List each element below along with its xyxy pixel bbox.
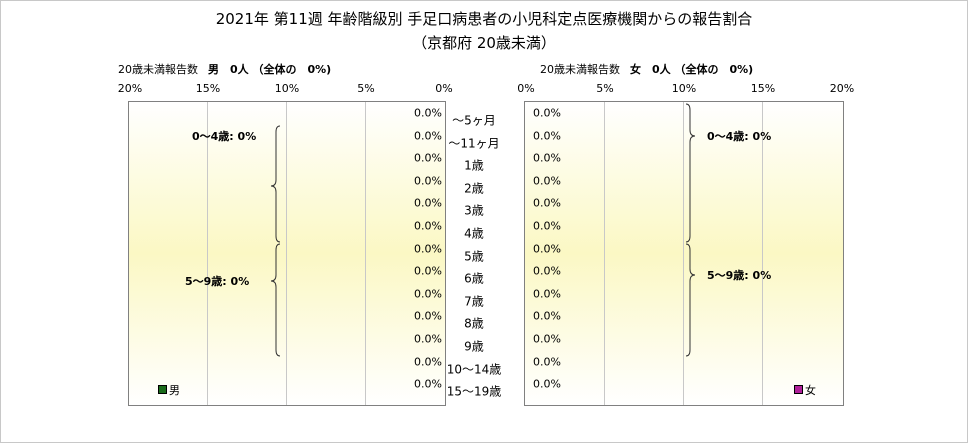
male-data-label: 0.0% bbox=[414, 332, 442, 346]
male-data-label: 0.0% bbox=[414, 129, 442, 143]
female-group-label-5-9: 5～9歳: 0% bbox=[707, 269, 772, 282]
male-data-label: 0.0% bbox=[414, 309, 442, 323]
male-axis-tick: 0% bbox=[435, 82, 453, 95]
female-summary-label: 20歳未満報告数 bbox=[540, 63, 620, 76]
male-summary: 20歳未満報告数男 0人 （全体の 0%) bbox=[118, 61, 331, 77]
male-data-label: 0.0% bbox=[414, 377, 442, 391]
female-bracket-0-4 bbox=[685, 103, 696, 243]
age-category-label: 10～14歳 bbox=[446, 362, 502, 377]
male-axis-tick: 20% bbox=[117, 82, 143, 95]
age-category-label: 6歳 bbox=[464, 271, 484, 286]
age-category-label: 5歳 bbox=[464, 249, 484, 264]
female-data-label: 0.0% bbox=[533, 174, 561, 188]
male-data-label: 0.0% bbox=[414, 196, 442, 210]
male-data-label: 0.0% bbox=[414, 174, 442, 188]
age-category-label: 9歳 bbox=[464, 339, 484, 354]
female-axis-tick: 15% bbox=[750, 82, 776, 95]
female-legend: 女 bbox=[794, 382, 816, 398]
male-data-label: 0.0% bbox=[414, 242, 442, 256]
female-axis-tick: 20% bbox=[829, 82, 855, 95]
female-data-label: 0.0% bbox=[533, 219, 561, 233]
female-summary: 20歳未満報告数女 0人 （全体の 0%) bbox=[540, 61, 753, 77]
male-data-label: 0.0% bbox=[414, 219, 442, 233]
age-category-label: 8歳 bbox=[464, 316, 484, 331]
female-data-label: 0.0% bbox=[533, 196, 561, 210]
male-gridline bbox=[286, 102, 287, 405]
male-plot-area bbox=[128, 101, 446, 406]
male-axis-tick: 5% bbox=[357, 82, 375, 95]
female-group-label-0-4: 0～4歳: 0% bbox=[707, 130, 772, 143]
male-gridline bbox=[207, 102, 208, 405]
female-data-label: 0.0% bbox=[533, 106, 561, 120]
female-data-label: 0.0% bbox=[533, 355, 561, 369]
female-axis-tick: 5% bbox=[596, 82, 614, 95]
female-data-label: 0.0% bbox=[533, 129, 561, 143]
female-axis-tick: 0% bbox=[517, 82, 535, 95]
age-category-label: 4歳 bbox=[464, 226, 484, 241]
age-category-label: 2歳 bbox=[464, 181, 484, 196]
male-legend-label: 男 bbox=[169, 384, 180, 397]
female-data-label: 0.0% bbox=[533, 287, 561, 301]
male-bracket-5-9 bbox=[270, 243, 281, 357]
male-data-label: 0.0% bbox=[414, 151, 442, 165]
female-data-label: 0.0% bbox=[533, 377, 561, 391]
male-data-label: 0.0% bbox=[414, 355, 442, 369]
male-bracket-0-4 bbox=[270, 125, 281, 243]
male-group-label-0-4: 0～4歳: 0% bbox=[192, 130, 257, 143]
age-category-label: 15～19歳 bbox=[446, 384, 502, 399]
male-axis-tick: 10% bbox=[274, 82, 300, 95]
male-data-label: 0.0% bbox=[414, 264, 442, 278]
male-gridline bbox=[365, 102, 366, 405]
female-data-label: 0.0% bbox=[533, 242, 561, 256]
female-data-label: 0.0% bbox=[533, 151, 561, 165]
male-summary-value: 男 0人 （全体の 0%) bbox=[208, 63, 332, 76]
female-gridline bbox=[683, 102, 684, 405]
female-axis-tick: 10% bbox=[671, 82, 697, 95]
age-category-label: ～5ヶ月 bbox=[452, 113, 496, 128]
female-gridline bbox=[604, 102, 605, 405]
female-bracket-5-9 bbox=[685, 243, 696, 357]
female-legend-swatch bbox=[794, 385, 803, 394]
male-axis-tick: 15% bbox=[195, 82, 221, 95]
male-legend-swatch bbox=[158, 385, 167, 394]
female-legend-label: 女 bbox=[805, 384, 816, 397]
age-category-label: 3歳 bbox=[464, 203, 484, 218]
chart-title: 2021年 第11週 年齢階級別 手足口病患者の小児科定点医療機関からの報告割合 bbox=[215, 10, 753, 28]
age-category-label: 7歳 bbox=[464, 294, 484, 309]
male-summary-label: 20歳未満報告数 bbox=[118, 63, 198, 76]
female-data-label: 0.0% bbox=[533, 264, 561, 278]
male-group-label-5-9: 5～9歳: 0% bbox=[185, 275, 250, 288]
age-category-label: ～11ヶ月 bbox=[448, 136, 500, 151]
female-data-label: 0.0% bbox=[533, 332, 561, 346]
age-category-label: 1歳 bbox=[464, 158, 484, 173]
chart-subtitle: （京都府 20歳未満） bbox=[412, 34, 556, 52]
female-data-label: 0.0% bbox=[533, 309, 561, 323]
male-legend: 男 bbox=[158, 382, 180, 398]
male-data-label: 0.0% bbox=[414, 106, 442, 120]
female-plot-area bbox=[524, 101, 844, 406]
male-data-label: 0.0% bbox=[414, 287, 442, 301]
female-gridline bbox=[762, 102, 763, 405]
female-summary-value: 女 0人 （全体の 0%) bbox=[630, 63, 754, 76]
